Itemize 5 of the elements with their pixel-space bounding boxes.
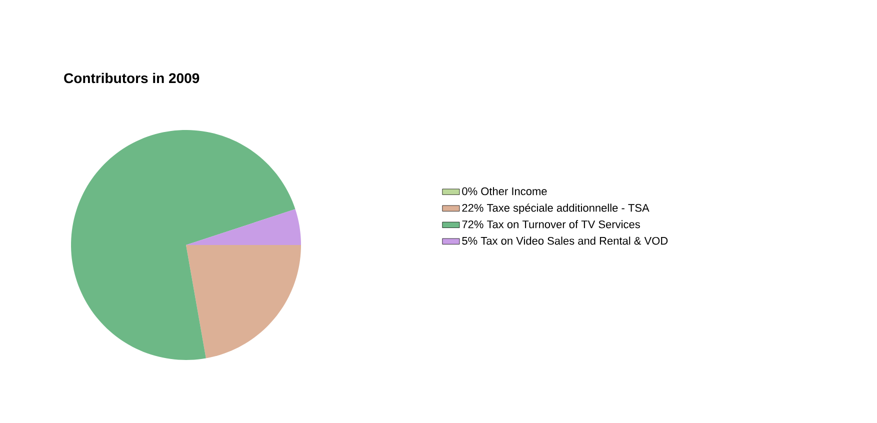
legend-label: 72% Tax on Turnover of TV Services — [462, 220, 640, 228]
legend-label: 22% Taxe spéciale additionnelle - TSA — [462, 204, 650, 214]
legend-label: 0% Other Income — [462, 187, 547, 196]
legend-label: 5% Tax on Video Sales and Rental & VOD — [462, 236, 668, 245]
chart-title: Contributors in 2009 — [64, 72, 200, 84]
